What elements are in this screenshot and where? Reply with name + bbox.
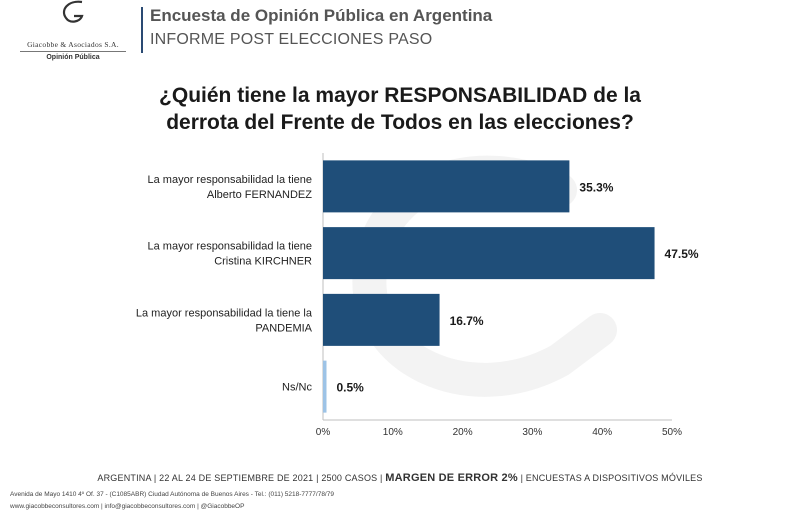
x-tick-label: 50% <box>662 427 682 438</box>
data-label: 0.5% <box>336 381 364 395</box>
category-label: PANDEMIA <box>255 322 312 334</box>
logo-tagline: Opinión Pública <box>46 54 100 61</box>
x-tick-label: 30% <box>522 427 542 438</box>
x-tick-label: 40% <box>592 427 612 438</box>
header-subtitle: INFORME POST ELECCIONES PASO <box>150 31 433 48</box>
category-label: La mayor responsabilidad la tiene <box>148 174 313 186</box>
data-label: 35.3% <box>579 180 613 194</box>
bar <box>323 160 570 213</box>
footer-survey-info: ARGENTINA | 22 AL 24 DE SEPTIEMBRE DE 20… <box>97 473 383 483</box>
footer-address: Avenida de Mayo 1410 4º Of. 37 - (C1085A… <box>10 491 334 498</box>
logo-name: Giacobbe & Asociados S.A. <box>27 40 119 49</box>
x-tick-label: 0% <box>316 427 331 438</box>
bar <box>323 360 327 413</box>
category-label: Cristina KIRCHNER <box>214 256 312 268</box>
chart-title: ¿Quién tiene la mayor RESPONSABILIDAD de… <box>0 82 800 136</box>
data-label: 16.7% <box>450 314 484 328</box>
category-label: Alberto FERNANDEZ <box>207 189 312 201</box>
company-logo: Giacobbe & Asociados S.A. Opinión Públic… <box>14 0 132 66</box>
logo-divider <box>20 51 126 52</box>
x-tick-label: 20% <box>453 427 473 438</box>
footer-margin-of-error: MARGEN DE ERROR 2% <box>385 472 518 484</box>
footer-contact: www.giacobbeconsultores.com | info@giaco… <box>10 503 245 510</box>
chart-title-line-2: derrota del Frente de Todos en las elecc… <box>166 111 634 134</box>
footer-info: ARGENTINA | 22 AL 24 DE SEPTIEMBRE DE 20… <box>0 472 800 484</box>
category-label: La mayor responsabilidad la tiene la <box>136 307 313 319</box>
x-tick-label: 10% <box>383 427 403 438</box>
category-label: Ns/Nc <box>282 382 312 394</box>
category-label: La mayor responsabilidad la tiene <box>148 241 313 253</box>
data-label: 47.5% <box>665 247 699 261</box>
header-title: Encuesta de Opinión Pública en Argentina <box>150 6 493 25</box>
header-divider <box>141 7 143 53</box>
bar <box>323 293 440 346</box>
bar <box>323 227 655 280</box>
footer-survey-method: | ENCUESTAS A DISPOSITIVOS MÓVILES <box>520 473 703 483</box>
chart-title-line-1: ¿Quién tiene la mayor RESPONSABILIDAD de… <box>159 84 641 107</box>
logo-mark-icon <box>62 0 84 23</box>
